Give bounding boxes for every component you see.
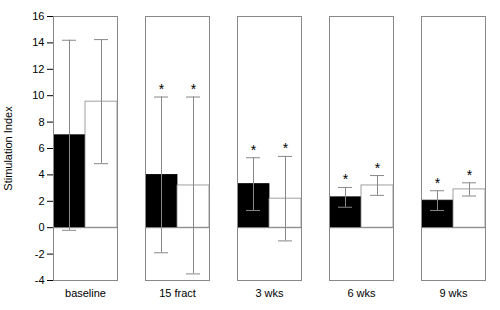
svg-text:6 wks: 6 wks xyxy=(347,287,376,299)
svg-text:0: 0 xyxy=(38,221,44,233)
svg-text:14: 14 xyxy=(32,36,44,48)
svg-text:*: * xyxy=(251,142,257,158)
svg-text:10: 10 xyxy=(32,89,44,101)
svg-text:4: 4 xyxy=(38,168,44,180)
svg-text:*: * xyxy=(375,160,381,176)
svg-text:*: * xyxy=(283,140,289,156)
svg-text:15 fract: 15 fract xyxy=(159,287,196,299)
svg-text:*: * xyxy=(435,175,441,191)
svg-text:*: * xyxy=(159,81,165,97)
svg-text:9 wks: 9 wks xyxy=(439,287,468,299)
svg-text:Stimulation Index: Stimulation Index xyxy=(2,106,14,191)
svg-text:12: 12 xyxy=(32,63,44,75)
svg-text:-2: -2 xyxy=(35,248,45,260)
svg-text:baseline: baseline xyxy=(65,287,106,299)
svg-text:-4: -4 xyxy=(35,274,45,286)
svg-text:*: * xyxy=(467,167,473,183)
svg-text:*: * xyxy=(191,81,197,97)
svg-text:3 wks: 3 wks xyxy=(255,287,284,299)
svg-text:8: 8 xyxy=(38,116,44,128)
svg-text:16: 16 xyxy=(32,10,44,22)
svg-text:2: 2 xyxy=(38,195,44,207)
svg-text:6: 6 xyxy=(38,142,44,154)
svg-text:*: * xyxy=(343,171,349,187)
